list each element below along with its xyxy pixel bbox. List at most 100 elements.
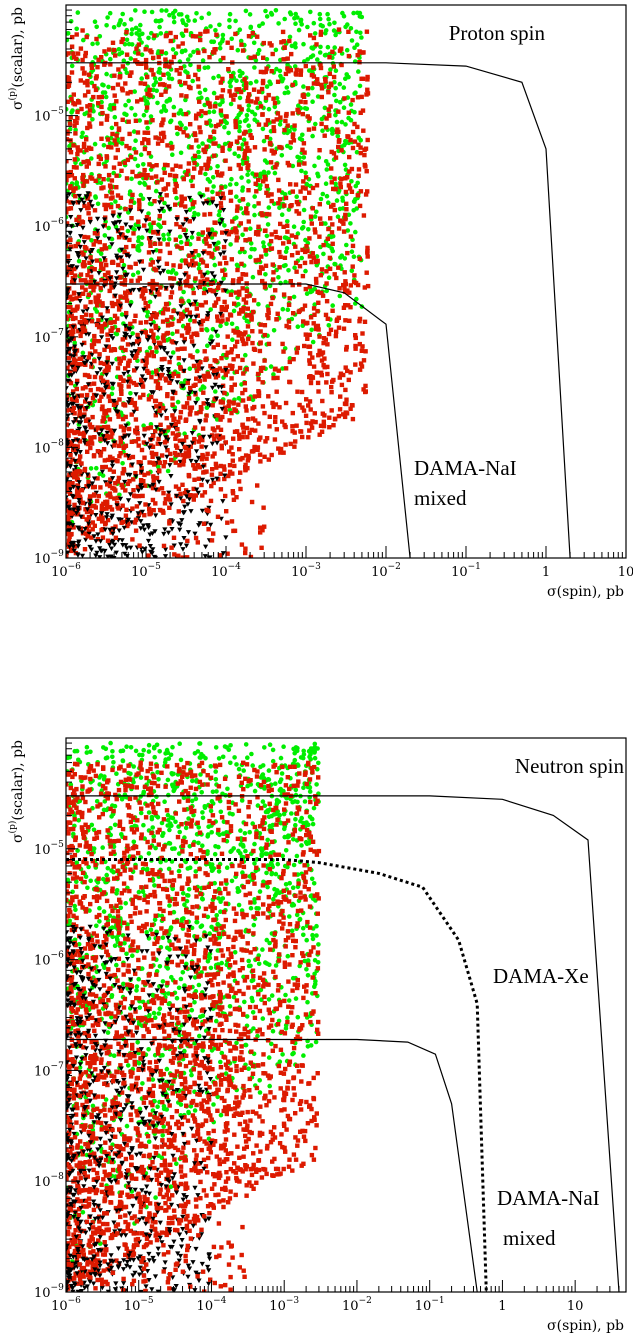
data-point-red xyxy=(245,165,250,171)
data-point-red xyxy=(247,430,252,435)
data-point-red xyxy=(352,121,357,127)
data-point-red xyxy=(124,52,130,57)
data-point-red xyxy=(86,292,91,297)
data-point-red xyxy=(152,462,157,467)
data-point-red xyxy=(230,219,235,224)
data-point-red xyxy=(145,304,151,309)
data-point-red xyxy=(201,521,207,526)
data-point-green xyxy=(141,423,146,429)
data-point-red xyxy=(250,340,255,346)
data-point-green xyxy=(349,268,355,274)
data-point-red xyxy=(263,248,268,253)
scatter-points xyxy=(66,740,322,1292)
data-point-green xyxy=(175,399,181,405)
data-point-black xyxy=(79,530,85,535)
data-point-red xyxy=(134,504,140,509)
data-point-black xyxy=(66,529,71,534)
data-point-red xyxy=(71,165,77,170)
data-point-black xyxy=(169,527,175,532)
data-point-red xyxy=(215,318,220,323)
data-point-red xyxy=(199,257,204,262)
data-point-green xyxy=(296,27,302,33)
data-point-black xyxy=(75,485,81,491)
data-point-red xyxy=(103,258,108,263)
data-point-red xyxy=(82,466,88,472)
data-point-green xyxy=(196,144,201,149)
x-tick-label: 10−2 xyxy=(371,562,401,580)
data-point-black xyxy=(121,371,127,377)
data-point-red xyxy=(102,347,107,352)
data-point-black xyxy=(173,341,179,346)
data-point-red xyxy=(133,528,139,533)
data-point-red xyxy=(92,284,97,289)
data-point-black xyxy=(74,265,80,270)
data-point-black xyxy=(169,285,175,291)
data-point-black xyxy=(121,525,127,531)
data-point-red xyxy=(170,413,175,418)
data-point-red xyxy=(66,272,70,278)
data-point-black xyxy=(86,483,92,489)
data-point-red xyxy=(194,138,199,143)
data-point-red xyxy=(158,507,163,513)
data-point-red xyxy=(273,419,278,424)
data-point-red xyxy=(94,322,100,328)
data-point-red xyxy=(230,491,236,496)
data-point-red xyxy=(116,299,121,304)
data-point-black xyxy=(77,299,83,304)
data-point-red xyxy=(80,329,85,335)
data-point-red xyxy=(192,200,197,205)
data-point-red xyxy=(305,86,311,91)
data-point-red xyxy=(179,245,184,251)
data-point-green xyxy=(182,64,187,69)
data-point-red xyxy=(225,317,230,322)
data-point-green xyxy=(333,112,338,118)
data-point-green xyxy=(164,8,169,13)
data-point-green xyxy=(140,31,145,37)
data-point-red xyxy=(282,127,287,133)
data-point-red xyxy=(286,69,291,74)
data-point-red xyxy=(303,286,308,292)
data-point-red xyxy=(328,216,333,221)
data-point-red xyxy=(306,127,312,132)
data-point-red xyxy=(250,31,255,36)
data-point-green xyxy=(132,156,138,162)
data-point-green xyxy=(186,298,191,304)
data-point-red xyxy=(66,239,70,244)
data-point-red xyxy=(186,326,192,331)
data-point-red xyxy=(135,130,141,135)
data-point-red xyxy=(216,172,221,178)
data-point-red xyxy=(89,266,95,271)
data-point-green xyxy=(210,189,215,195)
data-point-black xyxy=(197,521,203,526)
data-point-red xyxy=(199,327,204,332)
data-point-red xyxy=(344,397,349,402)
data-point-black xyxy=(187,302,193,308)
data-point-red xyxy=(86,515,92,520)
data-point-red xyxy=(321,419,326,424)
data-point-red xyxy=(68,200,73,205)
data-point-red xyxy=(168,451,173,457)
data-point-red xyxy=(173,174,179,179)
data-point-green xyxy=(122,22,127,27)
data-point-green xyxy=(244,117,249,122)
data-point-green xyxy=(354,42,360,47)
data-point-red xyxy=(297,402,302,408)
data-point-red xyxy=(270,400,275,406)
data-point-green xyxy=(213,28,218,33)
data-point-red xyxy=(188,444,193,449)
data-point-green xyxy=(211,90,217,96)
data-point-red xyxy=(171,263,176,268)
data-point-red xyxy=(78,78,83,83)
data-point-red xyxy=(156,436,161,442)
data-point-green xyxy=(89,156,94,161)
data-point-green xyxy=(68,19,74,24)
data-point-black xyxy=(114,228,121,233)
data-point-black xyxy=(165,530,172,536)
data-point-red xyxy=(151,353,156,359)
data-point-red xyxy=(283,195,289,201)
data-point-red xyxy=(69,531,74,537)
data-point-red xyxy=(130,454,136,460)
data-point-red xyxy=(113,301,118,307)
data-point-green xyxy=(203,171,208,177)
data-point-red xyxy=(274,389,279,394)
